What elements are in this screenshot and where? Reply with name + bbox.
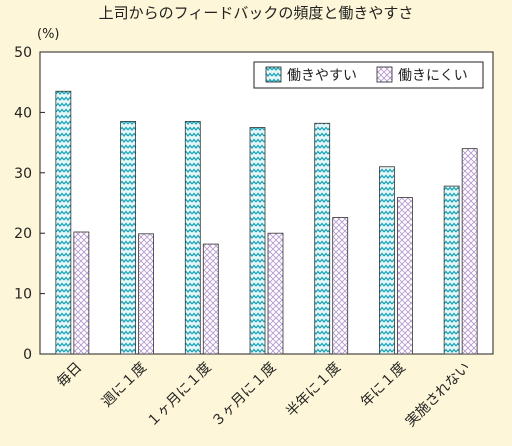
y-tick-label: 30 <box>14 166 32 182</box>
chart-title: 上司からのフィードバックの頻度と働きやすさ <box>99 4 414 22</box>
y-tick-label: 20 <box>14 226 32 242</box>
bar-easy-to-work <box>184 121 201 355</box>
bar-easy-to-work <box>314 122 331 355</box>
y-axis: 0 10 20 30 40 50 <box>14 45 45 363</box>
bar-easy-to-work <box>249 127 266 355</box>
x-tick-label: 毎日 <box>54 360 85 391</box>
legend-label-easy: 働きやすい <box>287 68 357 84</box>
x-tick-label: １ヶ月に１度 <box>144 360 215 431</box>
y-tick-label: 0 <box>23 347 32 363</box>
bar-hard-to-work <box>202 243 219 355</box>
legend-swatch-hard <box>376 66 393 83</box>
plot-area <box>39 51 494 355</box>
x-tick-label: 週に１度 <box>99 360 150 411</box>
bar-easy-to-work <box>379 166 395 355</box>
y-tick-label: 40 <box>14 105 32 121</box>
legend: 働きやすい 働きにくい <box>253 61 484 89</box>
bar-hard-to-work <box>73 231 90 355</box>
bar-hard-to-work <box>267 232 284 355</box>
x-tick-label: 年に１度 <box>358 360 409 411</box>
bar-hard-to-work <box>332 217 349 355</box>
y-tick-label: 50 <box>14 45 32 61</box>
bar-hard-to-work <box>461 148 478 355</box>
bar-hard-to-work <box>397 197 413 355</box>
bar-easy-to-work <box>120 121 136 355</box>
y-axis-unit-label: (%) <box>37 27 60 42</box>
legend-swatch-easy <box>265 66 282 83</box>
legend-box <box>253 61 484 89</box>
bar-hard-to-work <box>138 233 154 355</box>
bars-group <box>55 90 478 355</box>
x-tick-label: 実施されない <box>403 360 474 431</box>
legend-label-hard: 働きにくい <box>398 68 468 84</box>
bar-easy-to-work <box>55 90 72 355</box>
x-tick-label: 半年に１度 <box>283 360 344 421</box>
y-tick-label: 10 <box>14 287 32 303</box>
x-tick-label: ３ヶ月に１度 <box>209 360 280 431</box>
bar-easy-to-work <box>443 185 460 355</box>
